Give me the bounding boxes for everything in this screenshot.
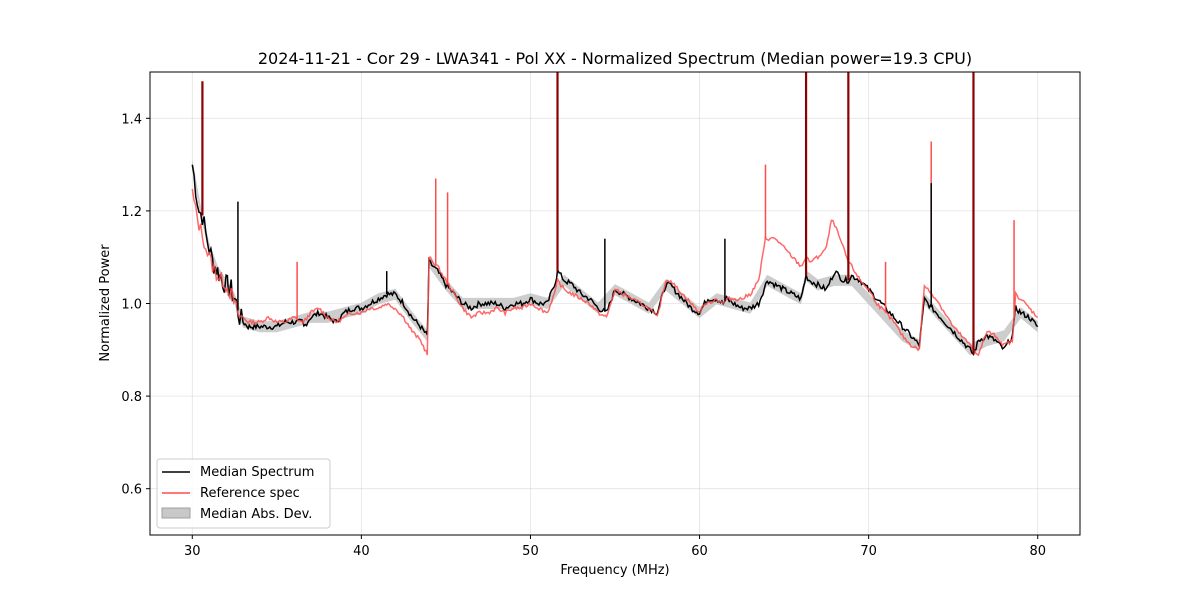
legend-mad-swatch [161, 507, 191, 519]
y-tick-label: 0.6 [121, 483, 142, 498]
x-tick-label: 30 [184, 544, 201, 559]
legend-reference-label: Reference spec [200, 486, 300, 501]
x-axis-ticks: 30 40 50 60 70 80 [184, 535, 1046, 559]
y-tick-label: 1.2 [121, 205, 142, 220]
y-axis-label: Normalized Power [98, 244, 113, 362]
rfi-spikes-group [201, 72, 1015, 355]
x-axis-label: Frequency (MHz) [560, 563, 669, 578]
legend-box [156, 458, 331, 529]
x-tick-label: 70 [860, 544, 877, 559]
legend-mad-label: Median Abs. Dev. [200, 507, 312, 522]
legend-median-label: Median Spectrum [200, 465, 314, 480]
x-tick-label: 80 [1029, 544, 1046, 559]
reference-spectrum-line [191, 188, 1039, 357]
chart-title: 2024-11-21 - Cor 29 - LWA341 - Pol XX - … [258, 49, 972, 68]
y-tick-label: 1.4 [121, 112, 142, 127]
x-tick-label: 50 [522, 544, 539, 559]
y-axis-ticks: 0.6 0.8 1.0 1.2 1.4 [121, 112, 150, 498]
legend: Median Spectrum Reference spec Median Ab… [156, 458, 331, 529]
series-lines-group [191, 164, 1039, 357]
y-tick-label: 1.0 [121, 298, 142, 313]
x-tick-label: 40 [353, 544, 370, 559]
y-tick-label: 0.8 [121, 390, 142, 405]
x-tick-label: 60 [691, 544, 708, 559]
